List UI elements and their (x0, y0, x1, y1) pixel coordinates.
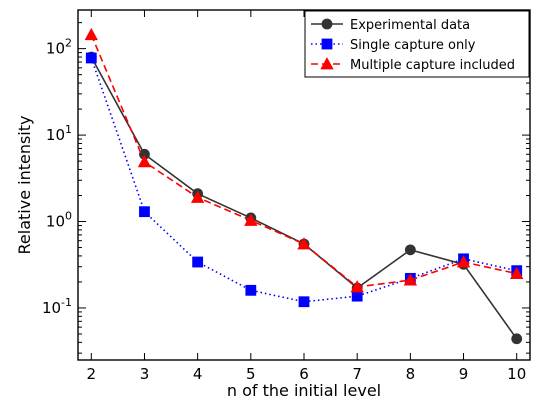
x-tick-label: 7 (352, 365, 362, 383)
y-tick-label: 102 (46, 37, 72, 58)
legend-label: Multiple capture included (350, 58, 515, 73)
x-tick-label: 9 (459, 365, 469, 383)
legend-marker (320, 57, 334, 70)
data-point (192, 256, 204, 268)
data-point (511, 333, 523, 345)
legend-marker (321, 38, 333, 50)
legend-box (304, 10, 530, 78)
legend-item: Multiple capture included (311, 57, 515, 73)
series-single-capture-only (85, 52, 523, 308)
legend-item: Experimental data (311, 18, 470, 33)
data-point (350, 280, 364, 293)
y-tick-label: 100 (46, 210, 72, 231)
data-point (404, 244, 416, 256)
series-line (90, 34, 517, 288)
legend: Experimental data Single capture only Mult… (304, 10, 530, 78)
y-tick-label: 101 (46, 123, 72, 144)
data-point (244, 213, 258, 226)
legend-item: Single capture only (311, 38, 476, 53)
legend-marker (321, 18, 333, 30)
y-axis-label: Relative intensity (15, 116, 34, 255)
legend-label: Single capture only (350, 38, 476, 53)
data-point (137, 155, 152, 168)
x-tick-label: 8 (406, 365, 416, 383)
data-point (403, 273, 418, 286)
x-axis-label: n of the initial level (227, 381, 381, 400)
data-point (456, 255, 471, 268)
data-point (190, 190, 205, 203)
data-point (297, 237, 311, 250)
y-tick-label: 10-1 (42, 296, 72, 317)
series-multiple-capture-included (84, 27, 524, 293)
data-point (298, 296, 310, 308)
data-point (139, 206, 150, 218)
legend-label: Experimental data (350, 18, 470, 33)
x-tick-label: 6 (299, 365, 309, 383)
data-point (85, 52, 97, 64)
x-tick-labels: 2 3 4 5 6 7 8 9 10 (87, 365, 527, 383)
data-point (245, 284, 257, 296)
x-tick-label: 10 (507, 365, 526, 383)
data-point (351, 290, 363, 302)
y-tick-labels: 102 101 100 10-1 (42, 37, 72, 317)
x-tick-label: 2 (87, 365, 97, 383)
x-tick-label: 4 (193, 365, 203, 383)
x-tick-label: 3 (140, 365, 150, 383)
data-point (84, 27, 98, 41)
data-point (510, 266, 524, 279)
x-tick-label: 5 (246, 365, 256, 383)
plot-series (84, 27, 524, 345)
plot-frame (77, 9, 531, 361)
